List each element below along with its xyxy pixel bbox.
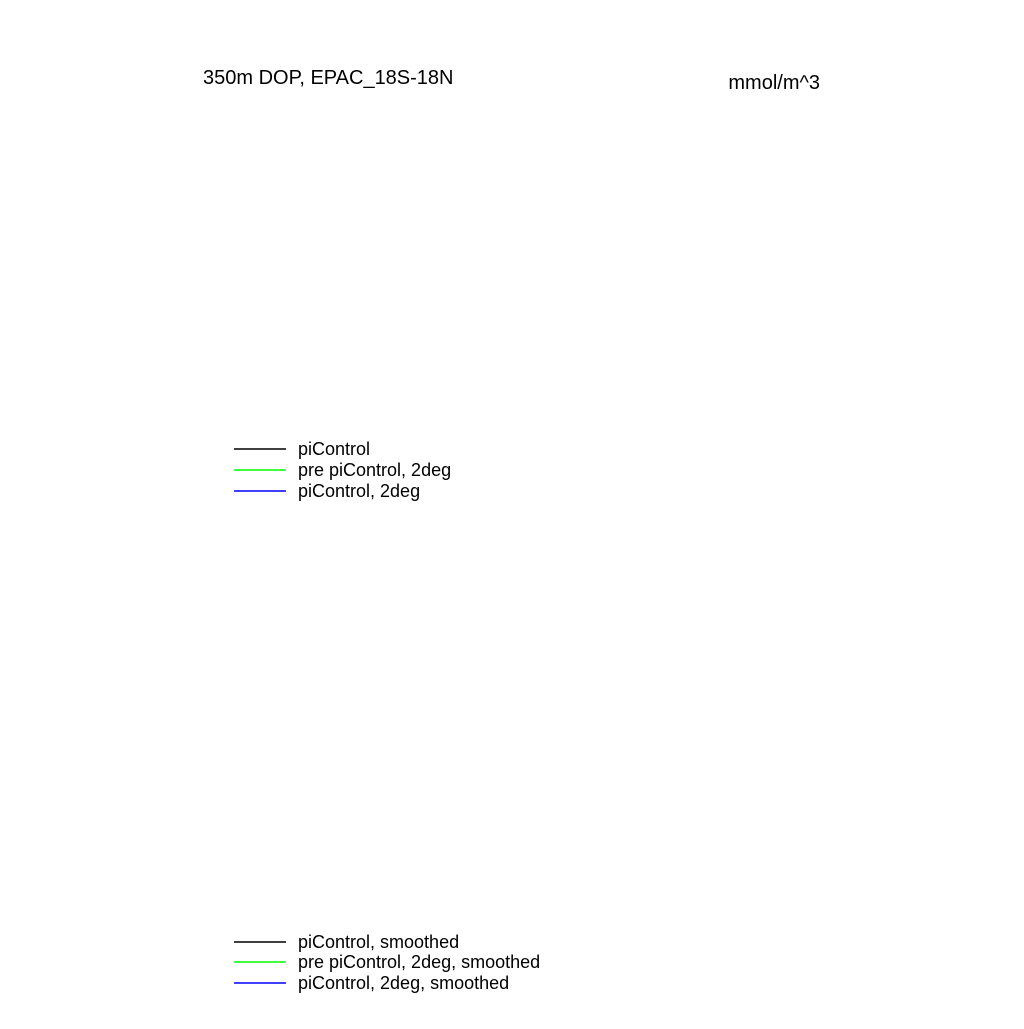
top-title: 350m DOP, EPAC_18S-18N <box>203 67 454 89</box>
top-units: mmol/m^3 <box>728 72 820 94</box>
top-legend-label-2: piControl, 2deg <box>298 481 420 501</box>
bottom-legend-label-0: piControl, smoothed <box>298 932 459 952</box>
top-legend-label-1: pre piControl, 2deg <box>298 460 451 480</box>
bottom-legend-label-1: pre piControl, 2deg, smoothed <box>298 952 540 972</box>
bottom-legend-label-2: piControl, 2deg, smoothed <box>298 973 509 993</box>
top-legend-label-0: piControl <box>298 439 370 459</box>
bottom-legend: piControl, smoothed pre piControl, 2deg,… <box>234 932 540 993</box>
top-legend: piControl pre piControl, 2deg piControl,… <box>234 439 451 501</box>
